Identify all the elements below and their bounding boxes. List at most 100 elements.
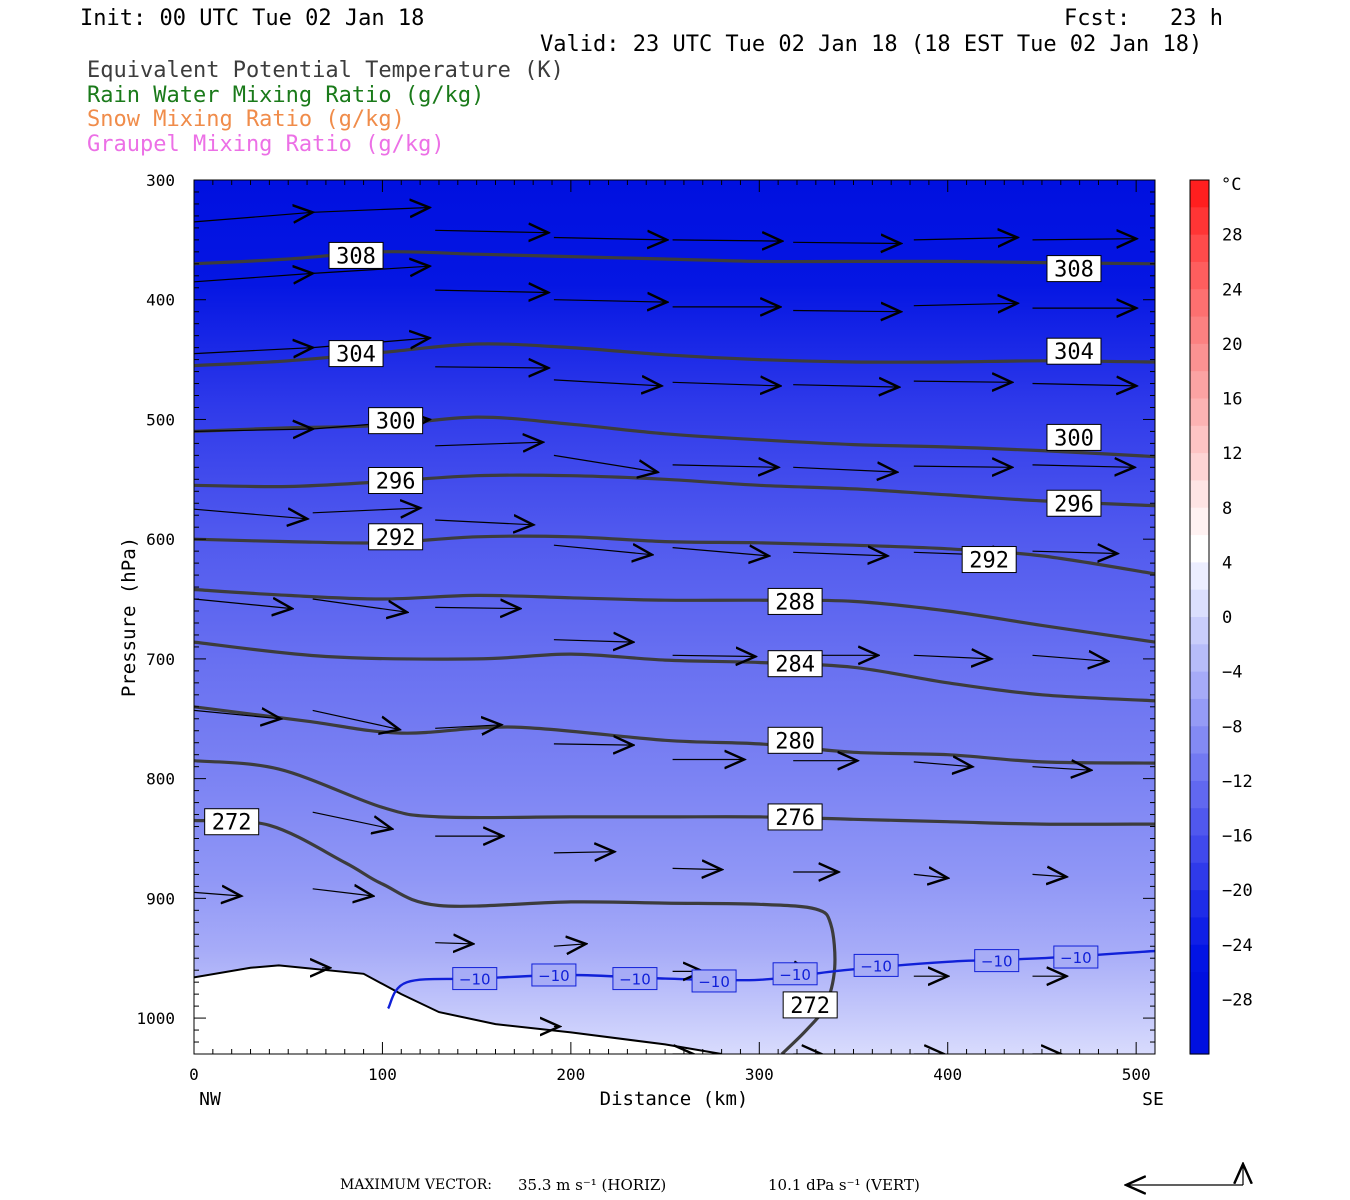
rain-label-box (853, 953, 899, 977)
wind-vector (793, 552, 887, 556)
contour-label: 280 (775, 729, 815, 754)
colorbar-swatch (1190, 999, 1209, 1028)
max-vector-vert: 10.1 dPa s⁻¹ (VERT) (768, 1176, 920, 1194)
colorbar-swatch (1190, 617, 1209, 645)
contour-label-box (767, 726, 823, 754)
colorbar-swatch (1190, 453, 1209, 482)
x-tick-label: 300 (745, 1065, 774, 1084)
contour-label-box (1046, 489, 1102, 517)
wind-vector (672, 655, 756, 656)
x-tick-label: 200 (556, 1065, 585, 1084)
wind-vector (435, 230, 548, 232)
rain-label: −10 (459, 971, 491, 989)
contour-label: 284 (775, 653, 815, 678)
wind-vector (435, 290, 548, 292)
plot-frame (193, 179, 1156, 1055)
contour-label-box (204, 808, 260, 836)
wind-vector (793, 311, 900, 312)
colorbar-swatch (1190, 207, 1209, 236)
colorbar-swatch (1190, 234, 1209, 263)
rain-label-box (531, 963, 577, 987)
contour-label-box (368, 407, 424, 435)
rain-label-box (974, 949, 1020, 973)
contour-label-box (782, 991, 838, 1019)
colorbar-swatch (1190, 371, 1209, 400)
colorbar-label: 8 (1222, 499, 1232, 519)
wind-vector (553, 545, 652, 555)
colorbar-label: −8 (1222, 717, 1242, 737)
contour-label: 308 (1054, 258, 1094, 283)
colorbar-label: −4 (1222, 663, 1242, 683)
colorbar-label: 20 (1222, 335, 1242, 355)
contour-label: 300 (376, 410, 416, 435)
colorbar-label: −24 (1222, 936, 1253, 956)
wind-vector (312, 208, 430, 213)
contour-label: 272 (790, 994, 830, 1019)
colorbar-swatch (1190, 289, 1209, 318)
colorbar-swatch (1190, 1026, 1209, 1055)
colorbar-unit: °C (1221, 175, 1241, 195)
wind-vector (793, 385, 899, 387)
contour-label-box (767, 587, 823, 615)
rain-label: −10 (538, 967, 570, 985)
contour-label-box (328, 340, 384, 368)
wind-vector (672, 382, 780, 386)
wind-vector (194, 710, 281, 718)
contour-label: 304 (336, 343, 376, 368)
y-tick-label: 300 (146, 171, 175, 190)
rain-label: −10 (981, 953, 1013, 971)
colorbar-swatch (1190, 425, 1209, 454)
wind-vector (913, 655, 991, 659)
colorbar-swatch (1190, 972, 1209, 1000)
wind-vector (672, 465, 779, 467)
y-tick-label: 600 (146, 530, 175, 549)
wind-vector (435, 520, 533, 525)
rain-label-box (1053, 945, 1099, 969)
wind-vector (672, 548, 769, 556)
wind-vector (913, 762, 972, 767)
wind-vector (435, 367, 548, 368)
contour-label: 272 (212, 811, 252, 836)
colorbar-swatch (1190, 261, 1209, 290)
contour-label: 292 (376, 526, 416, 551)
colorbar-swatch (1190, 316, 1209, 345)
contour-label-box (368, 467, 424, 495)
wind-vector (553, 454, 658, 472)
rain-label: −10 (698, 973, 730, 991)
wind-vector (194, 273, 313, 281)
contour-label: 308 (336, 244, 376, 269)
rain-label-box (452, 967, 498, 991)
colorbar-swatch (1190, 808, 1209, 837)
wind-vector (672, 868, 722, 869)
theta-e-contour-300 (194, 415, 1155, 459)
contour-label: 304 (1054, 340, 1094, 365)
wind-vector (913, 381, 1012, 382)
contour-label: 276 (775, 806, 815, 831)
colorbar-swatch (1190, 780, 1209, 809)
colorbar-swatch (1190, 398, 1209, 427)
colorbar-swatch (1190, 698, 1209, 727)
colorbar-swatch (1190, 507, 1209, 536)
y-tick-label: 400 (146, 291, 175, 310)
contour-label-box (961, 546, 1017, 574)
wind-vector (312, 811, 392, 829)
contour-label: 296 (376, 470, 416, 495)
legend-snow: Snow Mixing Ratio (g/kg) (87, 107, 405, 132)
wind-vector (553, 640, 633, 642)
colorbar-swatch (1190, 589, 1209, 618)
theta-e-contour-296 (194, 473, 1155, 508)
max-vector-horiz: 35.3 m s⁻¹ (HORIZ) (518, 1176, 667, 1194)
wind-vector (435, 442, 542, 446)
wind-vector (194, 509, 307, 519)
contour-label-box (767, 803, 823, 831)
wind-vector (553, 852, 614, 853)
wind-vector (672, 240, 782, 241)
legend-theta-e: Equivalent Potential Temperature (K) (87, 58, 564, 83)
wind-vector (1032, 384, 1137, 386)
colorbar-label: 28 (1222, 226, 1242, 246)
colorbar-swatch (1190, 753, 1209, 782)
contour-label: 296 (1054, 492, 1094, 517)
contour-label-box (1046, 255, 1102, 283)
contour-label-box (328, 241, 384, 269)
